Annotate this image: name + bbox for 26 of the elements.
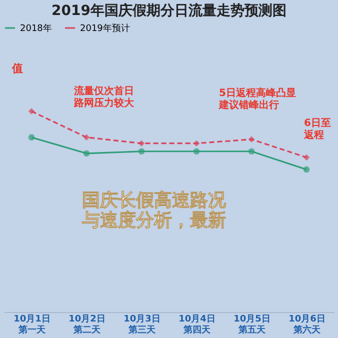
- point: [83, 150, 90, 157]
- x-tick-label: 10月1日第一天: [14, 314, 50, 336]
- text: 值: [11, 62, 23, 75]
- point: [193, 148, 200, 155]
- point: [303, 166, 310, 173]
- point: [28, 134, 35, 140]
- point: [193, 140, 200, 147]
- text: 流量仅次首日路网压力较大: [73, 85, 135, 109]
- point: [138, 148, 145, 155]
- x-tick-label: 10月5日第五天: [234, 314, 270, 336]
- point: [138, 140, 145, 147]
- chart-title: 2019年国庆假期分日流量走势预测图: [52, 2, 286, 19]
- point: [248, 148, 255, 155]
- annotation: 6日至返程: [303, 118, 331, 141]
- point: [28, 108, 35, 114]
- point: [303, 154, 310, 161]
- legend-label: 2018年: [20, 23, 52, 34]
- x-tick-label: 10月3日第三天: [124, 314, 160, 336]
- x-tick-label: 10月4日第四天: [178, 314, 216, 336]
- x-tick-label: 10月2日第二天: [68, 314, 106, 336]
- annotation: 国庆长假高速路况与速度分析，最新: [81, 190, 227, 231]
- text: 5日返程高峰凸显建议错峰出行: [218, 87, 296, 111]
- point: [248, 136, 255, 142]
- x-tick-label: 10月6日第六天: [288, 314, 326, 336]
- legend-label: 2019年预计: [80, 23, 130, 34]
- point: [83, 134, 90, 140]
